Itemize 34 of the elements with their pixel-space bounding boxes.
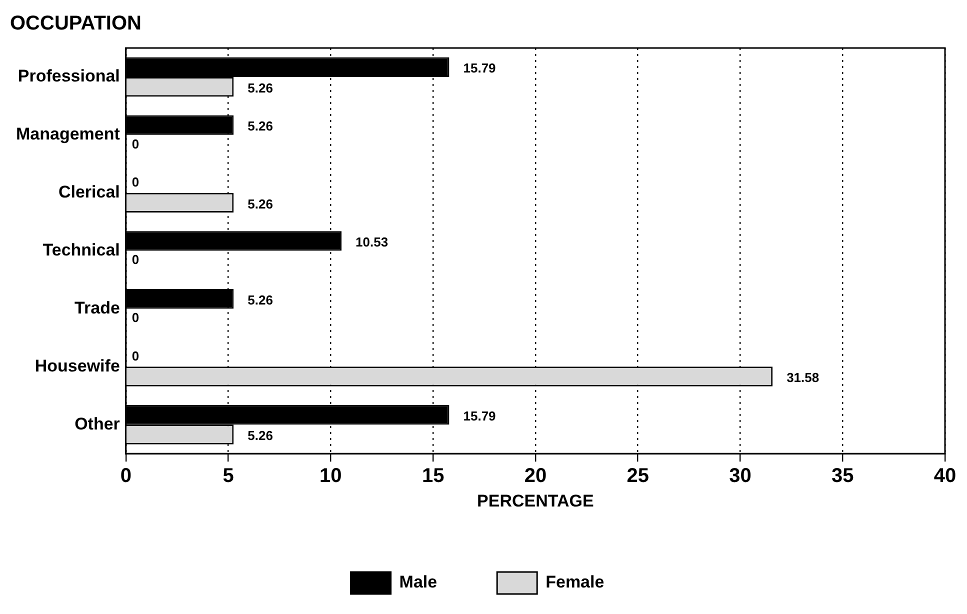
x-axis-title: PERCENTAGE [477,491,594,510]
data-label: 5.26 [248,428,273,444]
y-tick-label: Other [74,414,120,434]
y-tick-label: Professional [18,66,120,86]
data-label: 15.79 [463,60,496,76]
data-label: 0 [132,174,140,190]
x-tick-label: 30 [729,465,752,488]
x-tick-label: 35 [831,465,854,488]
data-label: 0 [132,252,140,268]
y-tick-label: Clerical [58,182,120,202]
x-tick-label: 0 [120,465,132,488]
data-label: 5.26 [248,292,273,308]
data-label: 5.26 [248,80,273,96]
data-label: 0 [132,310,140,326]
legend-label: Female [546,572,604,592]
x-tick-label: 40 [934,465,956,488]
legend-label: Male [399,572,438,592]
y-tick-label: Management [16,124,120,144]
data-label: 31.58 [786,370,820,386]
data-label: 0 [132,136,140,152]
chart-title: OCCUPATION [10,12,142,35]
y-tick-label: Technical [42,240,120,260]
data-label: 5.26 [248,118,273,134]
data-label: 5.26 [248,196,273,212]
data-label: 0 [132,348,140,364]
x-tick-label: 25 [626,465,649,488]
x-tick-label: 10 [320,465,342,488]
y-tick-label: Trade [74,298,120,318]
y-tick-label: Housewife [34,356,120,376]
x-tick-label: 15 [422,465,444,488]
data-label: 10.53 [356,234,388,250]
x-tick-label: 5 [222,465,234,488]
data-label: 15.79 [463,408,496,424]
x-tick-label: 20 [524,465,547,488]
